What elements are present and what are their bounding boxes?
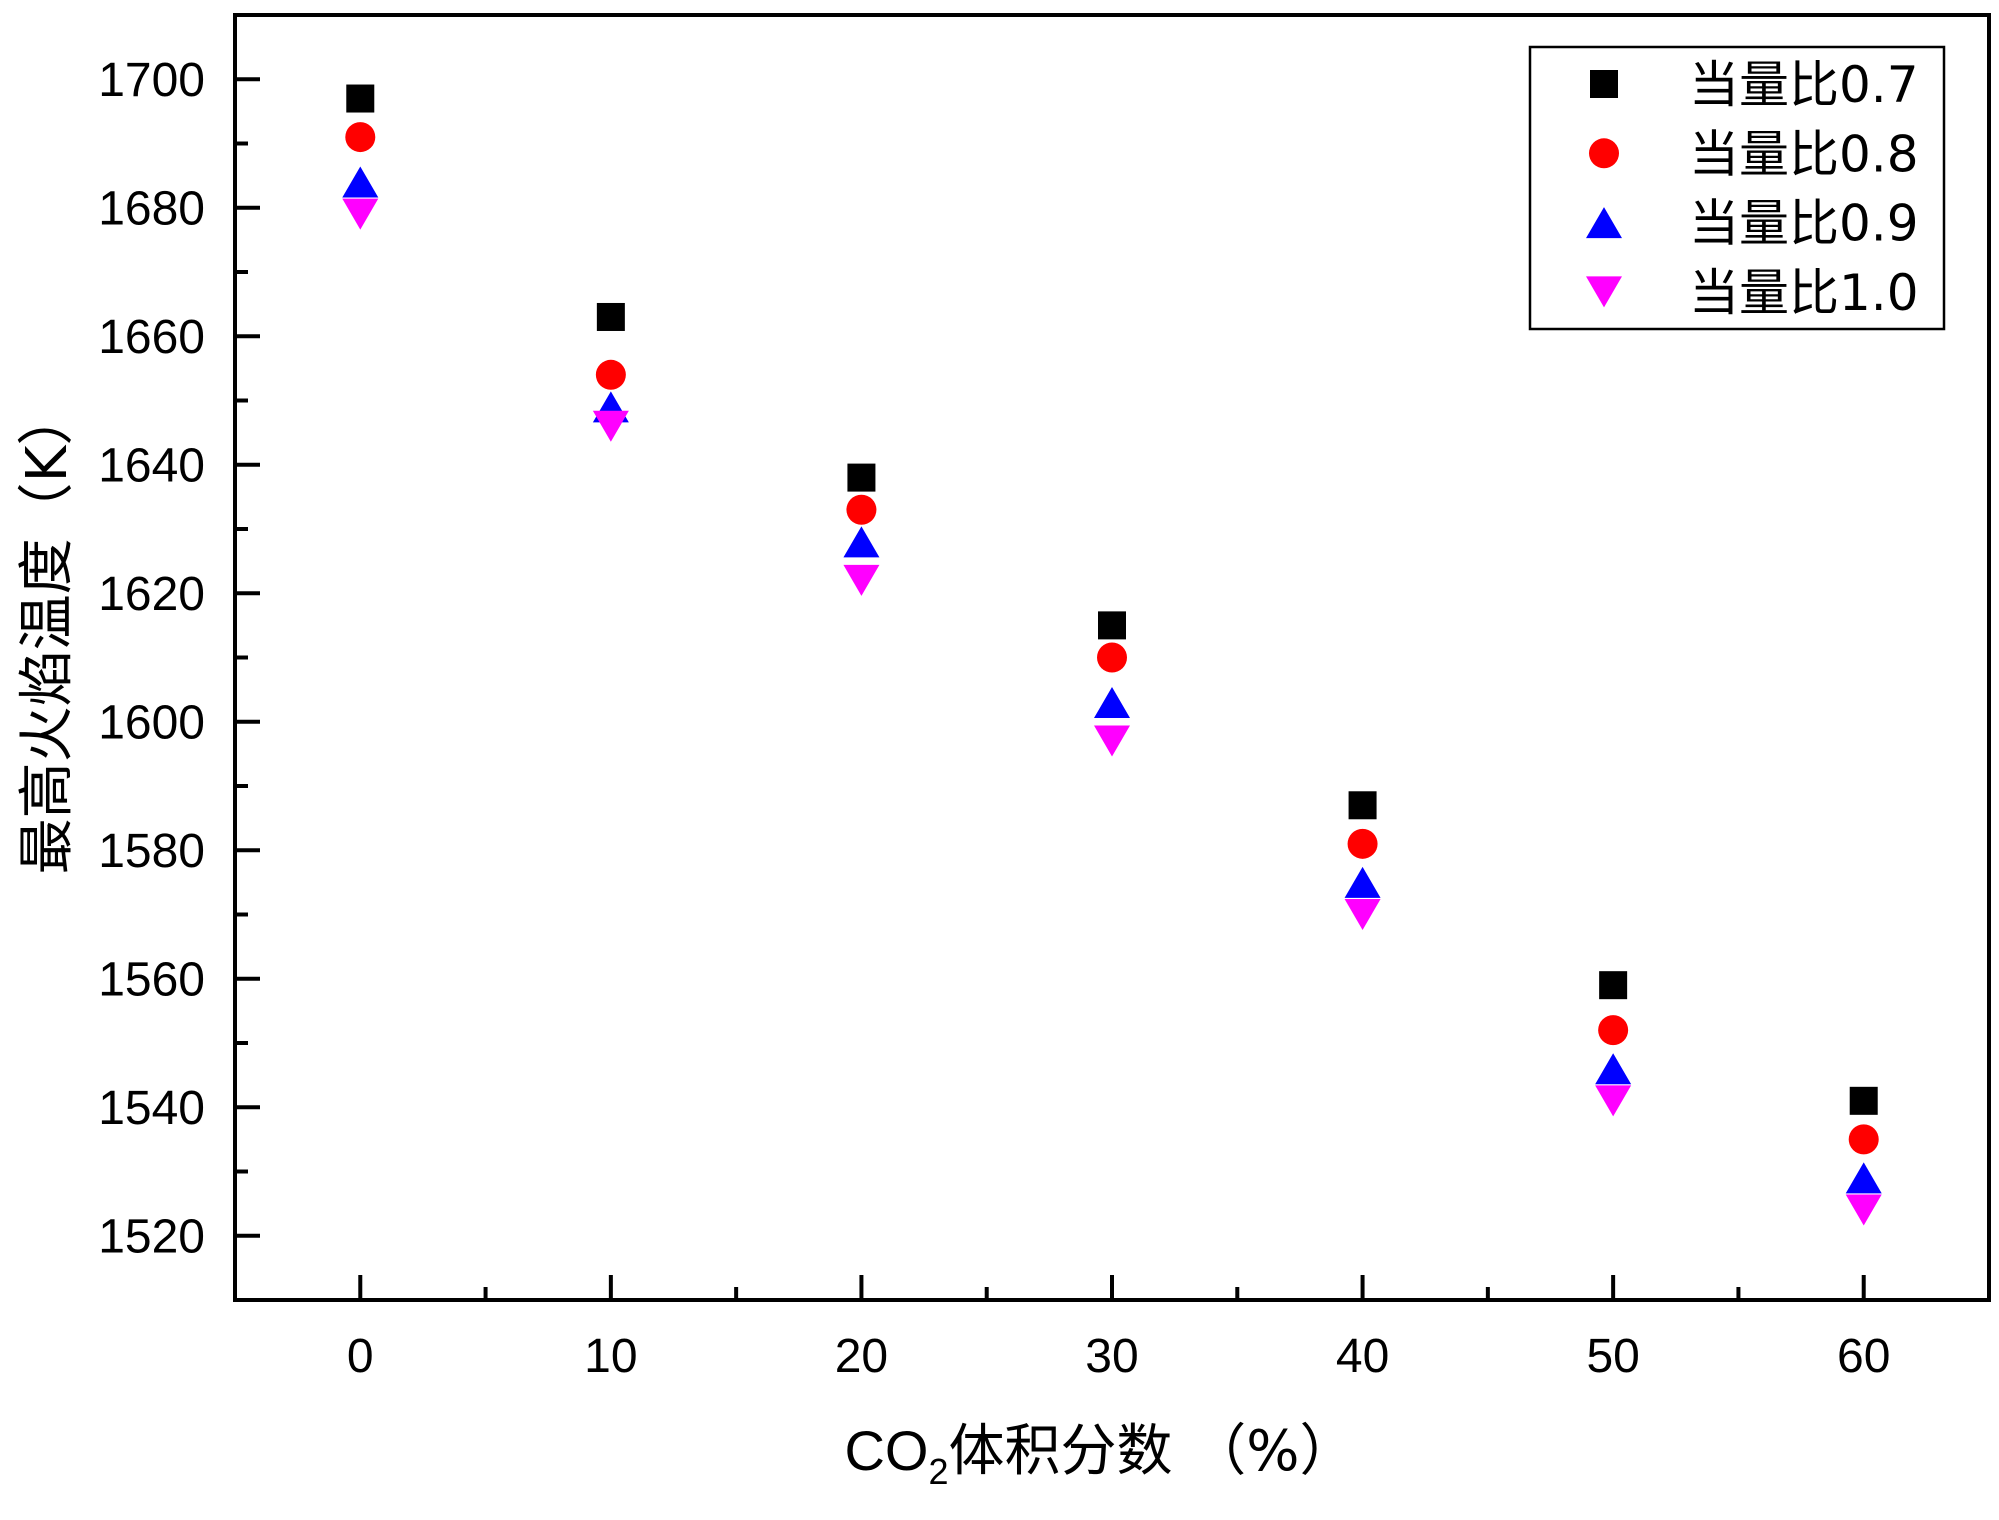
data-point-series-0-x-0 [346, 84, 375, 113]
x-axis-label-main: CO [844, 1419, 928, 1482]
data-point-series-0-x-40 [1348, 791, 1377, 820]
data-point-series-0-x-20 [847, 463, 876, 492]
data-point-series-2-x-40 [1344, 866, 1381, 898]
x-tick-label: 10 [584, 1330, 637, 1383]
legend-marker-2 [1586, 207, 1622, 239]
x-tick-label: 50 [1586, 1330, 1639, 1383]
x-tick-label: 30 [1085, 1330, 1138, 1383]
legend-marker-3 [1586, 276, 1622, 308]
legend: 当量比0.7 当量比0.8 当量比0.9 当量比1.0 [1528, 45, 1946, 331]
legend-entry-3: 当量比1.0 [1586, 264, 1919, 322]
x-axis-label-subscript: 2 [928, 1451, 948, 1492]
data-point-series-1-x-10 [595, 359, 626, 390]
data-point-series-3-x-60 [1845, 1194, 1882, 1226]
y-tick-label: 1560 [98, 954, 205, 1007]
y-tick-label: 1640 [98, 440, 205, 493]
data-point-series-2-x-60 [1845, 1162, 1882, 1194]
data-point-series-3-x-20 [843, 564, 880, 596]
data-point-series-2-x-0 [342, 166, 379, 198]
series-1 [345, 122, 1879, 1155]
data-point-series-1-x-50 [1598, 1015, 1629, 1046]
data-point-series-1-x-20 [846, 494, 877, 525]
legend-label-3: 当量比1.0 [1689, 264, 1919, 322]
legend-label-1: 当量比0.8 [1689, 125, 1919, 183]
x-tick-label: 40 [1336, 1330, 1389, 1383]
data-point-series-1-x-40 [1347, 828, 1378, 859]
axis-tick-labels: 1520 1540 1560 1580 1600 1620 1640 1660 1680 1700… [98, 54, 1890, 1383]
y-tick-label: 1620 [98, 568, 205, 621]
data-point-series-2-x-30 [1094, 686, 1130, 718]
y-tick-label: 1520 [98, 1211, 205, 1264]
x-tick-label: 20 [835, 1330, 888, 1383]
data-point-series-1-x-30 [1097, 642, 1127, 673]
data-point-series-2-x-50 [1595, 1053, 1632, 1085]
data-point-series-2-x-20 [843, 526, 880, 558]
data-point-series-0-x-60 [1849, 1086, 1878, 1115]
y-tick-label: 1540 [98, 1082, 205, 1135]
y-tick-label: 1580 [98, 825, 205, 878]
x-axis-label-rest: 体积分数 （%） [949, 1419, 1356, 1484]
data-point-series-3-x-30 [1094, 725, 1130, 757]
data-point-series-0-x-50 [1599, 971, 1628, 1000]
y-tick-label: 1600 [98, 697, 205, 750]
legend-marker-1 [1589, 138, 1619, 169]
x-tick-label: 60 [1837, 1330, 1890, 1383]
data-point-series-3-x-50 [1595, 1085, 1632, 1117]
x-tick-label: 0 [347, 1330, 374, 1383]
series-3 [342, 198, 1882, 1226]
data-point-series-0-x-10 [596, 302, 625, 331]
legend-marker-0 [1590, 70, 1618, 98]
series-2 [342, 166, 1882, 1194]
data-point-series-3-x-40 [1344, 899, 1381, 930]
legend-entry-0: 当量比0.7 [1590, 56, 1919, 114]
legend-entry-2: 当量比0.9 [1586, 195, 1919, 253]
x-axis-label: CO2体积分数 （%） [844, 1419, 1355, 1492]
y-tick-label: 1660 [98, 311, 205, 364]
data-point-series-3-x-0 [342, 198, 379, 230]
legend-entry-1: 当量比0.8 [1589, 125, 1919, 183]
y-tick-label: 1680 [98, 183, 205, 236]
data-points [342, 84, 1882, 1226]
data-point-series-3-x-10 [592, 410, 629, 442]
y-tick-label: 1700 [98, 54, 205, 107]
plot-frame [233, 13, 1991, 1302]
y-axis-label: 最高火焰温度（K） [15, 390, 80, 875]
legend-label-0: 当量比0.7 [1689, 56, 1919, 114]
axis-ticks [235, 77, 1866, 1300]
data-point-series-0-x-30 [1098, 611, 1126, 640]
data-point-series-1-x-60 [1848, 1124, 1879, 1155]
legend-label-2: 当量比0.9 [1689, 195, 1919, 253]
series-0 [346, 84, 1878, 1115]
data-point-series-1-x-0 [345, 122, 376, 153]
